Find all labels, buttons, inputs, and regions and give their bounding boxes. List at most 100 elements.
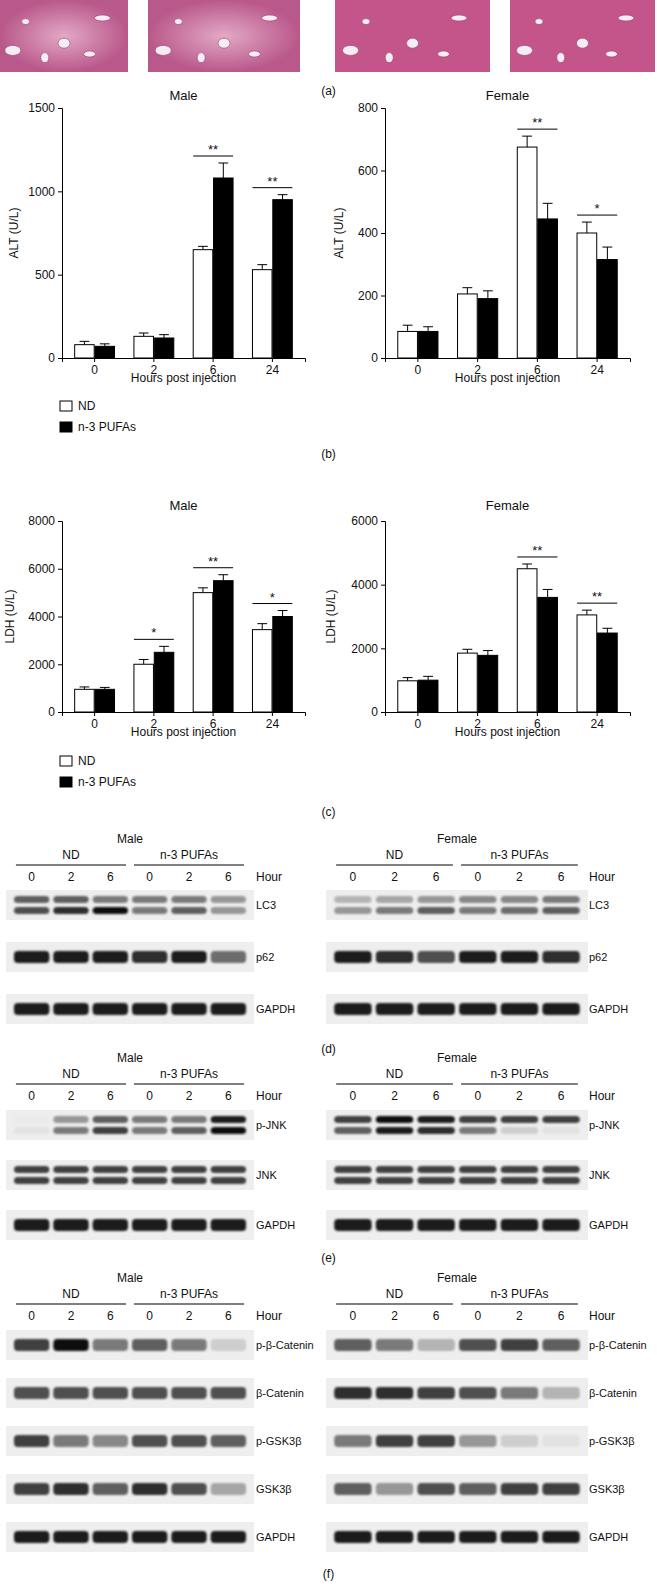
band xyxy=(211,951,246,963)
histology-image xyxy=(510,0,655,72)
band xyxy=(542,1116,579,1123)
error-bar xyxy=(403,678,413,681)
error-line xyxy=(607,628,608,633)
band xyxy=(53,1387,88,1399)
y-tick-label: 800 xyxy=(358,101,378,115)
band xyxy=(459,1435,496,1447)
bar xyxy=(252,270,272,358)
hour-title: Hour xyxy=(589,870,615,884)
western-blot: MaleNDn-3 PUFAs026026Hourp-β-Cateninβ-Ca… xyxy=(6,1271,647,1581)
legend-swatch xyxy=(60,401,72,411)
row-label: LC3 xyxy=(256,899,276,911)
blot-bands xyxy=(14,1531,246,1543)
condition-label: ND xyxy=(386,1067,404,1081)
x-tick-mark xyxy=(213,358,214,362)
hour-label: 2 xyxy=(516,1089,523,1103)
x-tick-mark xyxy=(597,712,598,716)
bar xyxy=(214,581,234,712)
blot-bands xyxy=(334,1483,580,1495)
blot-bands xyxy=(334,1387,580,1399)
significance-label: * xyxy=(151,625,156,640)
band xyxy=(501,1127,538,1134)
blot-membrane xyxy=(326,942,588,972)
panel-label: (d) xyxy=(321,1042,336,1056)
band xyxy=(14,1127,49,1134)
band xyxy=(14,1531,49,1543)
band xyxy=(132,1127,167,1134)
hour-title: Hour xyxy=(589,1309,615,1323)
band xyxy=(376,1435,413,1447)
legend-label: n-3 PUFAs xyxy=(78,775,136,789)
error-cap xyxy=(483,290,493,291)
hour-label: 6 xyxy=(433,1089,440,1103)
error-cap xyxy=(522,563,532,564)
vessel xyxy=(438,51,450,57)
vessel xyxy=(451,15,467,21)
figure: (a)(b)(c)05001000150002624MaleHours post… xyxy=(0,0,657,1584)
y-tick-mark xyxy=(58,108,62,109)
band xyxy=(501,1531,538,1543)
vessel xyxy=(618,15,634,21)
error-bar xyxy=(278,611,288,617)
y-tick: 400 xyxy=(358,226,385,240)
band xyxy=(132,1003,167,1015)
hour-label: 0 xyxy=(146,1309,153,1323)
blot-membrane xyxy=(326,1160,588,1190)
error-line xyxy=(428,676,429,680)
row-label: GSK3β xyxy=(589,1483,625,1495)
vessel xyxy=(535,19,543,25)
error-line xyxy=(282,611,283,617)
blot-membrane xyxy=(6,1426,254,1456)
error-bar xyxy=(139,333,149,336)
x-axis-title: Hours post injection xyxy=(455,371,560,385)
row-label: GAPDH xyxy=(589,1531,628,1543)
band xyxy=(459,1219,496,1231)
y-tick-mark xyxy=(58,569,62,570)
condition-label: n-3 PUFAs xyxy=(490,1287,548,1301)
y-tick-mark xyxy=(381,108,385,109)
x-tick-label: 0 xyxy=(415,363,422,377)
band xyxy=(14,907,49,914)
blot-membrane xyxy=(326,1110,588,1140)
error-cap xyxy=(543,589,553,590)
error-bar xyxy=(543,203,553,219)
vessel xyxy=(557,53,565,63)
chart-title: Female xyxy=(486,498,529,513)
band xyxy=(376,1116,413,1123)
y-tick-label: 1500 xyxy=(28,101,55,115)
band xyxy=(501,1387,538,1399)
band xyxy=(334,1177,371,1184)
y-tick-label: 200 xyxy=(358,289,378,303)
row-label: LC3 xyxy=(589,899,609,911)
y-tick-mark xyxy=(381,521,385,522)
condition-line xyxy=(336,1304,453,1305)
bar xyxy=(598,260,618,358)
error-cap xyxy=(543,203,553,204)
band xyxy=(132,1339,167,1351)
band xyxy=(14,1387,49,1399)
vessel xyxy=(517,45,533,55)
x-axis-line xyxy=(63,359,306,363)
blot-bands xyxy=(14,1219,246,1231)
band xyxy=(542,1339,579,1351)
band xyxy=(542,1127,579,1134)
bar xyxy=(154,652,174,712)
band xyxy=(334,1483,371,1495)
x-axis-line xyxy=(386,713,631,717)
band xyxy=(501,1003,538,1015)
panel-label: (a) xyxy=(321,84,336,98)
error-bar xyxy=(462,649,472,653)
hour-label: 0 xyxy=(350,1309,357,1323)
band xyxy=(542,1219,579,1231)
condition-label: ND xyxy=(62,848,80,862)
panel-label: (f) xyxy=(323,1567,334,1581)
error-bar xyxy=(462,288,472,294)
band xyxy=(211,1166,246,1173)
legend: NDn-3 PUFAs xyxy=(60,754,136,789)
band xyxy=(14,1483,49,1495)
y-tick-mark xyxy=(381,585,385,586)
error-line xyxy=(143,659,144,664)
bar xyxy=(214,178,234,358)
y-tick-mark xyxy=(381,358,385,359)
error-bar xyxy=(483,651,493,656)
